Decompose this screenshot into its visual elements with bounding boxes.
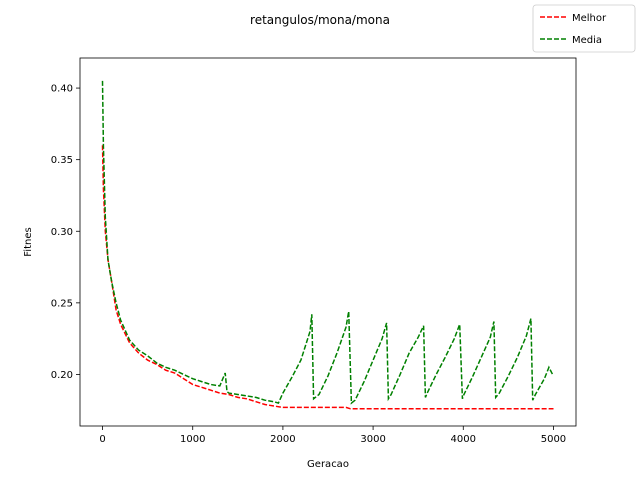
- x-tick-label: 3000: [360, 434, 385, 445]
- x-tick-label: 5000: [541, 434, 566, 445]
- legend-label-media: Media: [572, 35, 602, 46]
- series-layer: [101, 80, 554, 410]
- y-tick-label: 0.25: [51, 298, 73, 309]
- x-tick-label: 4000: [451, 434, 476, 445]
- x-tick-label: 1000: [180, 434, 205, 445]
- plot-frame: [79, 57, 577, 427]
- x-tick-label: 2000: [270, 434, 295, 445]
- y-tick-label: 0.35: [51, 155, 73, 166]
- x-axis: 0 1000 2000 3000 4000 5000: [99, 426, 566, 445]
- y-tick-label: 0.20: [51, 370, 73, 381]
- y-axis: 0.20 0.25 0.30 0.35 0.40: [51, 84, 80, 381]
- plot-area: 0 1000 2000 3000 4000 5000 0.200.250.300.350.…: [51, 57, 577, 445]
- y-tick-label: 0.40: [51, 84, 73, 95]
- legend-label-melhor: Melhor: [572, 13, 607, 24]
- y-axis-label: Fitnes: [23, 227, 34, 256]
- series-line-melhor: [101, 145, 554, 410]
- x-axis-label: Geracao: [307, 459, 349, 470]
- series-line-media: [101, 80, 554, 405]
- x-tick-label: 0: [99, 434, 105, 445]
- y-tick-label: 0.30: [51, 227, 73, 238]
- chart-title: retangulos/mona/mona: [250, 13, 390, 27]
- legend: Melhor Media: [532, 4, 636, 53]
